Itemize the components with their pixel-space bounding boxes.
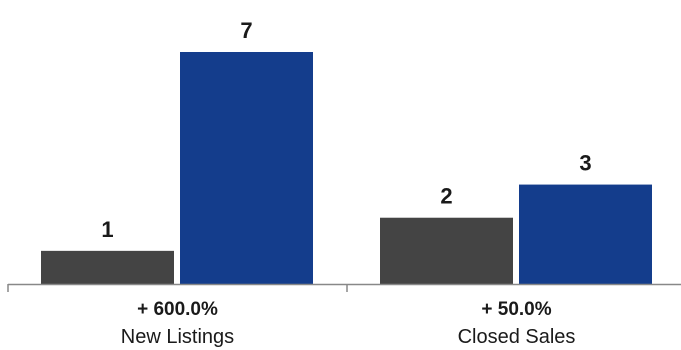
change-label: + 600.0% [137, 299, 218, 320]
bar-value-label: 7 [240, 18, 252, 43]
bar-value-label: 3 [579, 151, 591, 176]
bar-value-label: 2 [440, 184, 452, 209]
change-label: + 50.0% [481, 299, 551, 320]
category-labels-group: + 600.0% New Listings + 50.0% Closed Sales [121, 299, 576, 348]
bar-closed-sales-s1 [380, 217, 513, 284]
bar-value-label: 1 [101, 217, 113, 242]
x-axis [7, 283, 681, 292]
bars-group [41, 52, 652, 284]
category-label: Closed Sales [458, 326, 576, 348]
category-label: New Listings [121, 326, 234, 348]
bar-closed-sales-s2 [519, 184, 652, 284]
bar-new-listings-s1 [41, 250, 174, 284]
bar-new-listings-s2 [180, 52, 313, 284]
